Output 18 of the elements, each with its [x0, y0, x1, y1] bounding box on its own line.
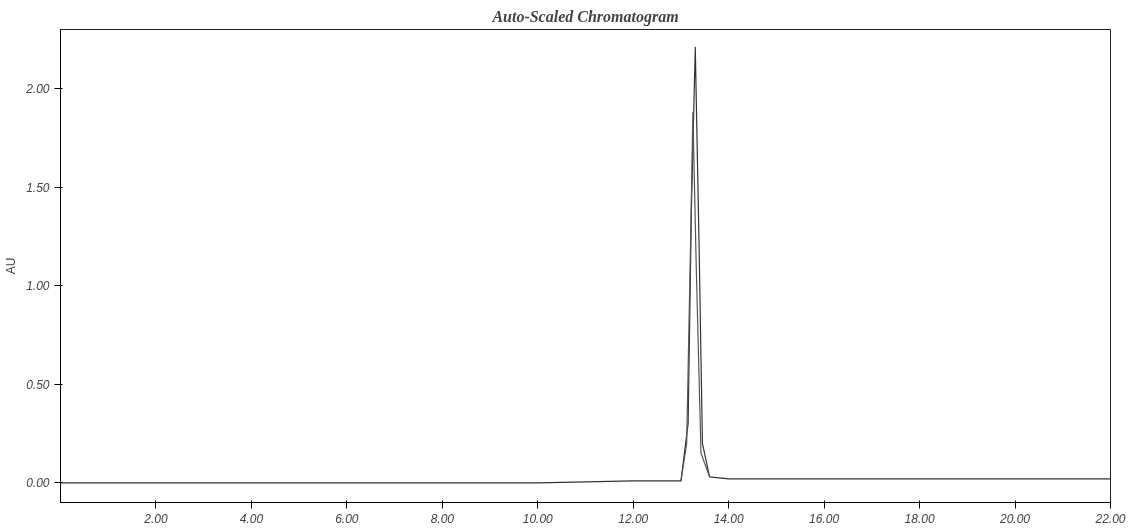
x-tick-label: 10.00 [522, 511, 554, 526]
x-tick-label: 16.00 [809, 511, 840, 526]
y-axis-title: AU [4, 257, 19, 275]
chart-title: Auto-Scaled Chromatogram [491, 7, 679, 26]
x-tick-label: 4.00 [239, 511, 264, 526]
y-tick-label: 1.50 [26, 180, 50, 195]
x-tick-label: 20.00 [999, 511, 1031, 526]
y-tick-label: 1.00 [26, 279, 50, 294]
y-tick-label: 2.00 [25, 82, 50, 97]
x-tick-label: 2.00 [143, 511, 168, 526]
x-tick-label: 14.00 [713, 511, 745, 526]
x-tick-label: 8.00 [430, 511, 455, 526]
x-tick-label: 12.00 [618, 511, 649, 526]
y-tick-label: 0.00 [26, 476, 50, 491]
x-tick-label: 6.00 [335, 511, 359, 526]
x-tick-label: 18.00 [904, 511, 935, 526]
y-tick-label: 0.50 [26, 377, 50, 392]
x-tick-label: 22.00 [1094, 511, 1126, 526]
